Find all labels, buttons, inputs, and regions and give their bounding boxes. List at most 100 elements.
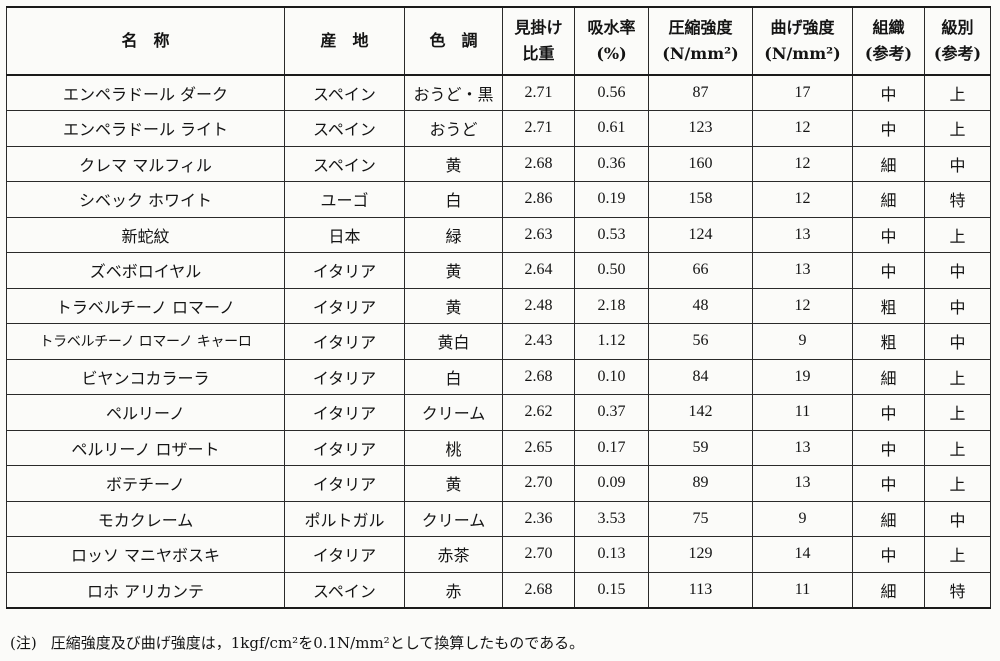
- cell-origin: スペイン: [284, 74, 405, 111]
- cell-texture: 中: [852, 216, 925, 253]
- cell-grade: 上: [924, 110, 991, 147]
- cell-compressive: 66: [648, 252, 753, 289]
- cell-texture: 中: [852, 465, 925, 502]
- table-row: ロホ アリカンテ スペイン 赤 2.68 0.15 113 11 細 特: [6, 571, 991, 609]
- cell-compressive: 89: [648, 465, 753, 502]
- cell-texture: 中: [852, 252, 925, 289]
- cell-absorption: 0.15: [574, 571, 649, 609]
- cell-compressive: 158: [648, 181, 753, 218]
- cell-color: 黄白: [404, 323, 503, 360]
- cell-color: 緑: [404, 216, 503, 253]
- cell-texture: 細: [852, 145, 925, 182]
- cell-grade: 中: [924, 252, 991, 289]
- header-row: 名 称 産 地 色 調 見掛け 比重 吸水率 (%) 圧縮強度 (N/mm²) …: [6, 6, 991, 76]
- cell-gravity: 2.62: [502, 394, 575, 431]
- cell-name: モカクレーム: [6, 500, 285, 537]
- header-name: 名 称: [6, 6, 285, 76]
- header-color: 色 調: [404, 6, 503, 76]
- cell-grade: 上: [924, 74, 991, 111]
- table-row: ズベボロイヤル イタリア 黄 2.64 0.50 66 13 中 中: [6, 252, 991, 289]
- header-texture: 組織 (参考): [852, 6, 925, 76]
- cell-origin: スペイン: [284, 110, 405, 147]
- cell-compressive: 56: [648, 323, 753, 360]
- cell-name: ビヤンコカラーラ: [6, 358, 285, 395]
- cell-gravity: 2.68: [502, 571, 575, 609]
- cell-bending: 13: [752, 252, 853, 289]
- table-row: モカクレーム ポルトガル クリーム 2.36 3.53 75 9 細 中: [6, 500, 991, 537]
- footnote-tag: (注): [10, 634, 37, 652]
- table-row: ロッソ マニヤボスキ イタリア 赤茶 2.70 0.13 129 14 中 上: [6, 536, 991, 573]
- cell-color: 白: [404, 358, 503, 395]
- cell-gravity: 2.71: [502, 110, 575, 147]
- cell-bending: 9: [752, 500, 853, 537]
- cell-color: 桃: [404, 429, 503, 466]
- cell-color: 赤: [404, 571, 503, 609]
- cell-bending: 11: [752, 571, 853, 609]
- table-row: 新蛇紋 日本 緑 2.63 0.53 124 13 中 上: [6, 216, 991, 253]
- cell-origin: イタリア: [284, 252, 405, 289]
- cell-gravity: 2.36: [502, 500, 575, 537]
- cell-texture: 細: [852, 181, 925, 218]
- cell-texture: 中: [852, 429, 925, 466]
- cell-absorption: 2.18: [574, 287, 649, 324]
- cell-compressive: 48: [648, 287, 753, 324]
- cell-bending: 13: [752, 465, 853, 502]
- cell-bending: 11: [752, 394, 853, 431]
- cell-compressive: 124: [648, 216, 753, 253]
- cell-gravity: 2.68: [502, 358, 575, 395]
- cell-bending: 12: [752, 110, 853, 147]
- cell-compressive: 113: [648, 571, 753, 609]
- cell-gravity: 2.48: [502, 287, 575, 324]
- cell-grade: 上: [924, 536, 991, 573]
- cell-name: 新蛇紋: [6, 216, 285, 253]
- cell-grade: 中: [924, 500, 991, 537]
- table-row: トラベルチーノ ロマーノ イタリア 黄 2.48 2.18 48 12 粗 中: [6, 287, 991, 324]
- cell-gravity: 2.71: [502, 74, 575, 111]
- cell-name: クレマ マルフィル: [6, 145, 285, 182]
- cell-grade: 上: [924, 394, 991, 431]
- cell-name: ペルリーノ: [6, 394, 285, 431]
- cell-color: クリーム: [404, 394, 503, 431]
- header-apparent-gravity: 見掛け 比重: [502, 6, 575, 76]
- cell-gravity: 2.70: [502, 536, 575, 573]
- cell-name: ペルリーノ ロザート: [6, 429, 285, 466]
- cell-grade: 上: [924, 216, 991, 253]
- cell-absorption: 0.36: [574, 145, 649, 182]
- cell-color: 黄: [404, 145, 503, 182]
- cell-texture: 細: [852, 358, 925, 395]
- cell-origin: イタリア: [284, 394, 405, 431]
- cell-color: おうど: [404, 110, 503, 147]
- cell-compressive: 160: [648, 145, 753, 182]
- cell-grade: 上: [924, 429, 991, 466]
- cell-compressive: 84: [648, 358, 753, 395]
- cell-absorption: 0.53: [574, 216, 649, 253]
- cell-gravity: 2.65: [502, 429, 575, 466]
- cell-name: ロッソ マニヤボスキ: [6, 536, 285, 573]
- header-origin: 産 地: [284, 6, 405, 76]
- cell-texture: 細: [852, 500, 925, 537]
- cell-bending: 17: [752, 74, 853, 111]
- cell-compressive: 87: [648, 74, 753, 111]
- cell-gravity: 2.63: [502, 216, 575, 253]
- cell-gravity: 2.70: [502, 465, 575, 502]
- cell-texture: 中: [852, 74, 925, 111]
- cell-origin: ユーゴ: [284, 181, 405, 218]
- cell-color: クリーム: [404, 500, 503, 537]
- cell-bending: 12: [752, 287, 853, 324]
- cell-absorption: 0.61: [574, 110, 649, 147]
- cell-name: ロホ アリカンテ: [6, 571, 285, 609]
- marble-properties-table: 名 称 産 地 色 調 見掛け 比重 吸水率 (%) 圧縮強度 (N/mm²) …: [6, 6, 991, 609]
- table-row: シベック ホワイト ユーゴ 白 2.86 0.19 158 12 細 特: [6, 181, 991, 218]
- cell-origin: イタリア: [284, 323, 405, 360]
- table-row: ペルリーノ ロザート イタリア 桃 2.65 0.17 59 13 中 上: [6, 429, 991, 466]
- cell-compressive: 142: [648, 394, 753, 431]
- header-compressive-strength: 圧縮強度 (N/mm²): [648, 6, 753, 76]
- cell-bending: 14: [752, 536, 853, 573]
- cell-bending: 12: [752, 181, 853, 218]
- footnote-text: 圧縮強度及び曲げ強度は，1kgf/cm²を0.1N/mm²として換算したものであ…: [50, 634, 585, 652]
- cell-absorption: 0.50: [574, 252, 649, 289]
- cell-origin: ポルトガル: [284, 500, 405, 537]
- cell-name: トラベルチーノ ロマーノ キャーロ: [6, 323, 285, 360]
- cell-compressive: 123: [648, 110, 753, 147]
- cell-name: エンペラドール ダーク: [6, 74, 285, 111]
